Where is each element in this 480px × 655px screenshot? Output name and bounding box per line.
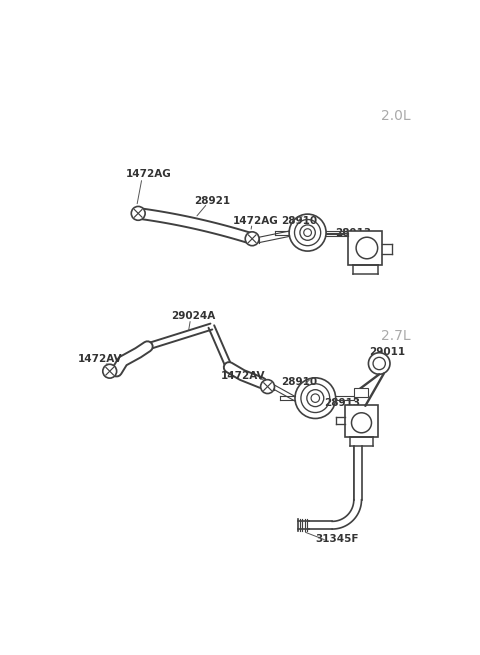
Text: 28910: 28910 <box>281 377 317 387</box>
Text: 29011: 29011 <box>369 346 405 356</box>
Text: 2.7L: 2.7L <box>381 329 410 343</box>
Text: 31345F: 31345F <box>315 534 359 544</box>
Text: 1472AV: 1472AV <box>78 354 122 364</box>
Text: 29024A: 29024A <box>171 311 216 321</box>
Circle shape <box>369 353 390 374</box>
Circle shape <box>356 237 378 259</box>
Circle shape <box>245 232 259 246</box>
Circle shape <box>103 364 117 378</box>
Text: 28913: 28913 <box>324 398 360 408</box>
Text: 28910: 28910 <box>281 215 317 226</box>
Bar <box>348 231 382 265</box>
Circle shape <box>351 413 372 433</box>
Text: 28913: 28913 <box>336 228 372 238</box>
Circle shape <box>131 206 145 220</box>
Text: 2.0L: 2.0L <box>381 109 410 123</box>
Text: 1472AG: 1472AG <box>233 215 279 226</box>
Circle shape <box>261 380 275 394</box>
Text: 1472AG: 1472AG <box>126 169 172 179</box>
Bar <box>354 388 368 398</box>
Text: 28921: 28921 <box>193 196 230 206</box>
Bar <box>345 405 378 438</box>
Text: 1472AV: 1472AV <box>221 371 265 381</box>
